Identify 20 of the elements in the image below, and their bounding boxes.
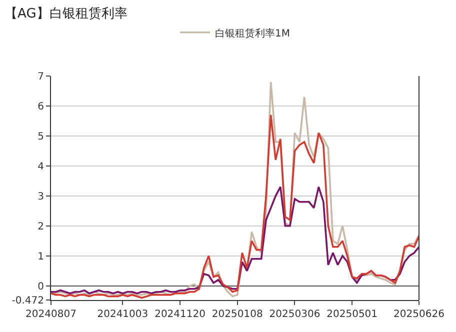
y-tick-label: 3 [38,191,44,202]
line-series [51,81,419,298]
y-tick-label: 5 [38,131,44,142]
x-tick-label: 20250501 [326,309,378,320]
y-tick-label: 7 [38,72,44,82]
y-tick-label: 4 [38,161,44,172]
y-tick-label: 6 [38,101,44,112]
x-tick-label: 20250108 [212,309,263,320]
x-tick-label: 20250626 [394,309,444,320]
line-series [51,186,419,294]
y-tick-label: -0.472 [12,296,44,306]
legend-label: 白银租赁利率1M [215,27,290,40]
x-tick-label: 20240807 [26,309,76,320]
x-tick-label: 20250306 [269,309,320,320]
x-tick-label: 20241003 [97,309,148,320]
x-tick-label: 20241120 [154,309,206,320]
y-tick-label: 1 [38,251,44,262]
chart-title: 【AG】白银租赁利率 [4,5,128,22]
y-tick-label: 2 [38,221,44,232]
y-tick-label: 0 [38,281,44,292]
